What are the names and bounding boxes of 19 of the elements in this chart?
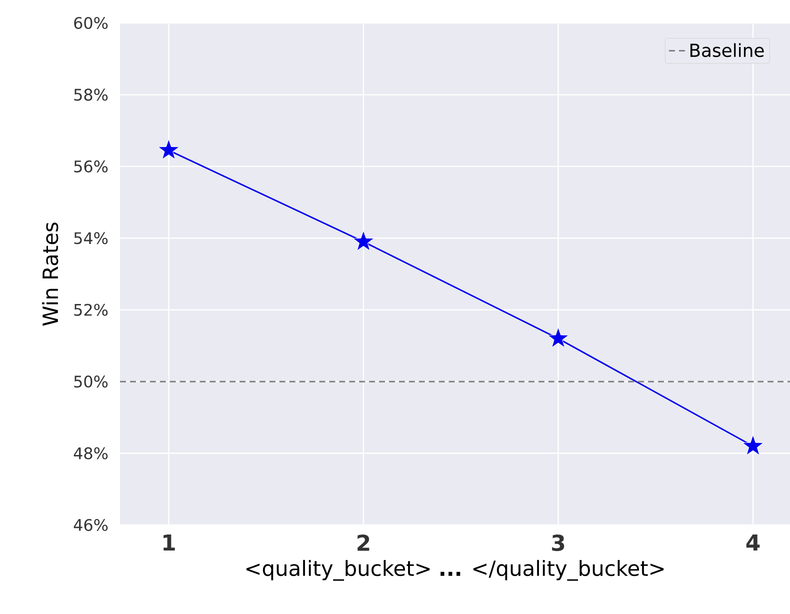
point [548, 327, 569, 348]
x-tick-label: 1 [164, 534, 175, 550]
x-tick-label: 2 [358, 534, 370, 551]
y-tick-label: 50% [74, 376, 108, 388]
y-tick-label: 60% [74, 16, 108, 30]
legend-label: Baseline [690, 43, 764, 58]
y-tick-label: 52% [74, 304, 108, 316]
y-tick-label: 58% [74, 88, 108, 101]
y-axis-title: Win Rates [42, 222, 58, 326]
y-tick-label: 48% [74, 447, 108, 460]
point [742, 434, 764, 456]
x-axis-title: <quality_bucket> ... </quality_bucket> [246, 560, 664, 581]
y-tick-label: 56% [74, 160, 108, 172]
point [158, 139, 180, 160]
x-tick-label: 4 [746, 534, 760, 550]
y-tick-label: 46% [74, 518, 108, 532]
x-tick-label: 3 [552, 534, 564, 552]
y-tick-label: 54% [74, 232, 108, 244]
point [352, 230, 374, 251]
